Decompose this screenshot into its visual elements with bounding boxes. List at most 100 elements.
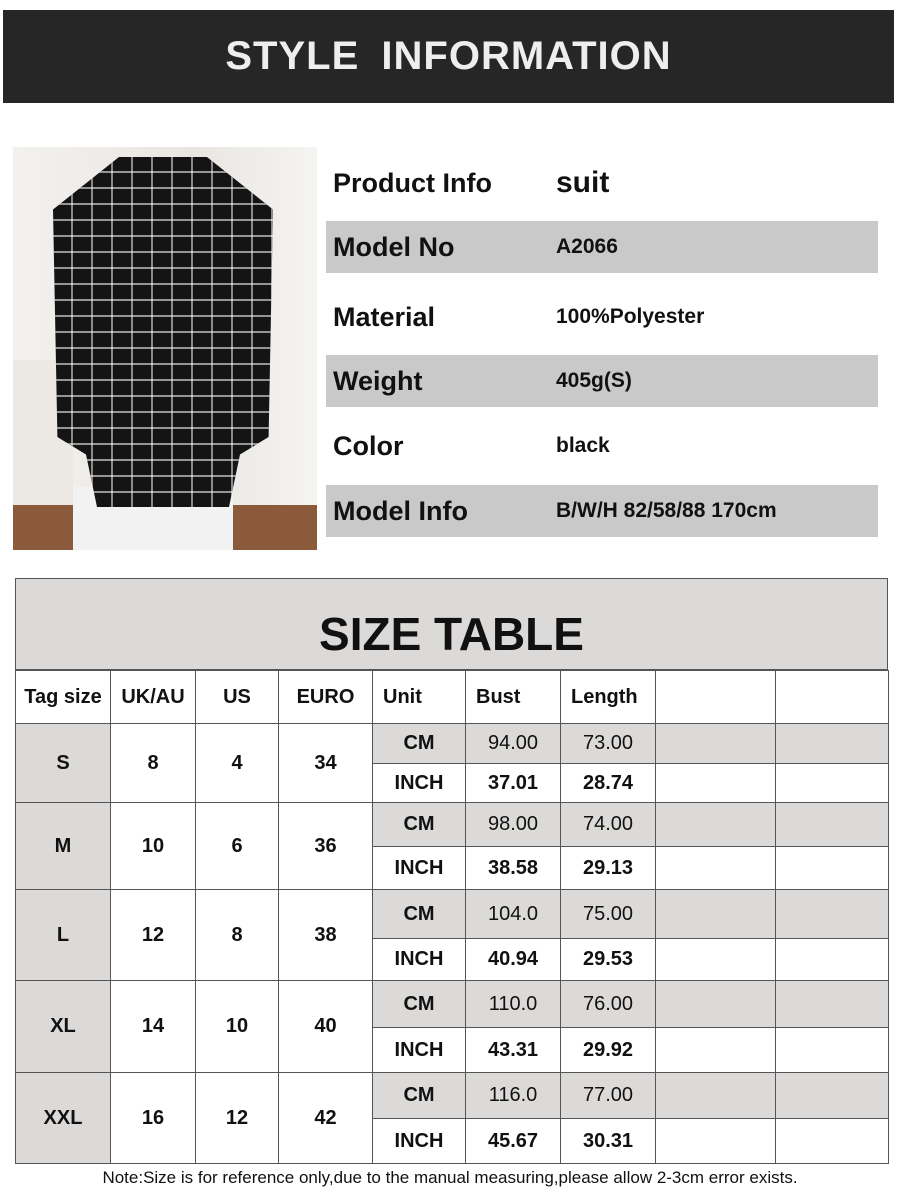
info-row: Material 100%Polyester xyxy=(326,291,878,343)
length-cell: 74.00 xyxy=(560,802,656,847)
unit-cell: CM xyxy=(372,980,466,1028)
empty-cell xyxy=(655,763,776,803)
header-cell: Bust xyxy=(465,670,561,724)
bust-cell: 116.0 xyxy=(465,1072,561,1119)
empty-cell xyxy=(775,723,889,764)
table-row: XL 14 10 40 CM 110.0 76.00 xyxy=(15,980,889,1073)
empty-cell xyxy=(775,980,889,1028)
length-cell: 29.53 xyxy=(560,938,656,981)
tag-size-cell: XXL xyxy=(15,1072,111,1164)
header-cell xyxy=(655,670,776,724)
bust-cell: 37.01 xyxy=(465,763,561,803)
info-value: B/W/H 82/58/88 170cm xyxy=(556,499,777,522)
info-label: Weight xyxy=(333,365,423,396)
table-row: L 12 8 38 CM 104.0 75.00 xyxy=(15,889,889,981)
header-cell: Tag size xyxy=(15,670,111,724)
bust-cell: 38.58 xyxy=(465,846,561,890)
us-cell: 12 xyxy=(195,1072,279,1164)
unit-cell: INCH xyxy=(372,846,466,890)
uk-au-cell: 10 xyxy=(110,802,196,890)
header-cell: US xyxy=(195,670,279,724)
table-row: M 10 6 36 CM 98.00 74.00 xyxy=(15,802,889,890)
us-cell: 6 xyxy=(195,802,279,890)
tag-size-cell: XL xyxy=(15,980,111,1073)
empty-cell xyxy=(775,763,889,803)
table-row: S 8 4 34 CM 94.00 73.00 xyxy=(15,723,889,803)
empty-cell xyxy=(655,1072,776,1119)
unit-cell: CM xyxy=(372,1072,466,1119)
info-label: Model Info xyxy=(333,495,468,526)
unit-cell: CM xyxy=(372,889,466,939)
uk-au-cell: 16 xyxy=(110,1072,196,1164)
header-cell: EURO xyxy=(278,670,373,724)
table-row: INCH 38.58 29.13 xyxy=(16,846,889,890)
info-label: Product Info xyxy=(333,167,492,198)
empty-cell xyxy=(775,938,889,981)
length-cell: 76.00 xyxy=(560,980,656,1028)
empty-cell xyxy=(775,846,889,890)
empty-cell xyxy=(775,802,889,847)
table-header-row: Tag size UK/AU US EURO Unit Bust Length xyxy=(15,670,889,724)
empty-cell xyxy=(655,889,776,939)
info-label: Material xyxy=(333,301,436,332)
tag-size-cell: S xyxy=(15,723,111,803)
length-cell: 75.00 xyxy=(560,889,656,939)
us-cell: 4 xyxy=(195,723,279,803)
length-cell: 30.31 xyxy=(560,1118,656,1164)
bust-cell: 45.67 xyxy=(465,1118,561,1164)
style-information-banner: STYLE INFORMATION xyxy=(3,10,894,103)
unit-cell: INCH xyxy=(372,1027,466,1073)
euro-cell: 42 xyxy=(278,1072,373,1164)
table-row: XXL 16 12 42 CM 116.0 77.00 xyxy=(15,1072,889,1164)
blazer xyxy=(53,157,273,507)
tag-size-cell: M xyxy=(15,802,111,890)
info-label: Color xyxy=(333,430,404,461)
header-cell: Length xyxy=(560,670,656,724)
info-row: Weight 405g(S) xyxy=(326,355,878,407)
info-row: Model No A2066 xyxy=(326,221,878,273)
euro-cell: 38 xyxy=(278,889,373,981)
length-cell: 77.00 xyxy=(560,1072,656,1119)
info-value: A2066 xyxy=(556,235,618,258)
tag-size-cell: L xyxy=(15,889,111,981)
uk-au-cell: 8 xyxy=(110,723,196,803)
table-row: INCH 43.31 29.92 xyxy=(16,1027,889,1073)
bust-cell: 40.94 xyxy=(465,938,561,981)
length-cell: 28.74 xyxy=(560,763,656,803)
info-value: 100%Polyester xyxy=(556,305,705,328)
us-cell: 10 xyxy=(195,980,279,1073)
us-cell: 8 xyxy=(195,889,279,981)
empty-cell xyxy=(655,846,776,890)
bust-cell: 43.31 xyxy=(465,1027,561,1073)
euro-cell: 40 xyxy=(278,980,373,1073)
empty-cell xyxy=(655,1027,776,1073)
empty-cell xyxy=(655,938,776,981)
unit-cell: INCH xyxy=(372,1118,466,1164)
uk-au-cell: 14 xyxy=(110,980,196,1073)
bust-cell: 94.00 xyxy=(465,723,561,764)
header-cell: UK/AU xyxy=(110,670,196,724)
unit-cell: CM xyxy=(372,802,466,847)
bust-cell: 110.0 xyxy=(465,980,561,1028)
product-photo xyxy=(13,147,317,550)
euro-cell: 36 xyxy=(278,802,373,890)
empty-cell xyxy=(775,1027,889,1073)
unit-cell: INCH xyxy=(372,938,466,981)
empty-cell xyxy=(775,1072,889,1119)
length-cell: 29.92 xyxy=(560,1027,656,1073)
info-value: black xyxy=(556,434,610,457)
table-row: INCH 45.67 30.31 xyxy=(16,1118,889,1164)
info-value: 405g(S) xyxy=(556,369,632,392)
empty-cell xyxy=(655,802,776,847)
info-row: Model Info B/W/H 82/58/88 170cm xyxy=(326,485,878,537)
empty-cell xyxy=(655,1118,776,1164)
bust-cell: 104.0 xyxy=(465,889,561,939)
size-table-title: SIZE TABLE xyxy=(15,578,888,670)
length-cell: 29.13 xyxy=(560,846,656,890)
info-row: Color black xyxy=(326,420,878,472)
empty-cell xyxy=(655,980,776,1028)
empty-cell xyxy=(655,723,776,764)
info-label: Model No xyxy=(333,231,455,262)
header-cell: Unit xyxy=(372,670,466,724)
size-note: Note:Size is for reference only,due to t… xyxy=(102,1168,798,1187)
